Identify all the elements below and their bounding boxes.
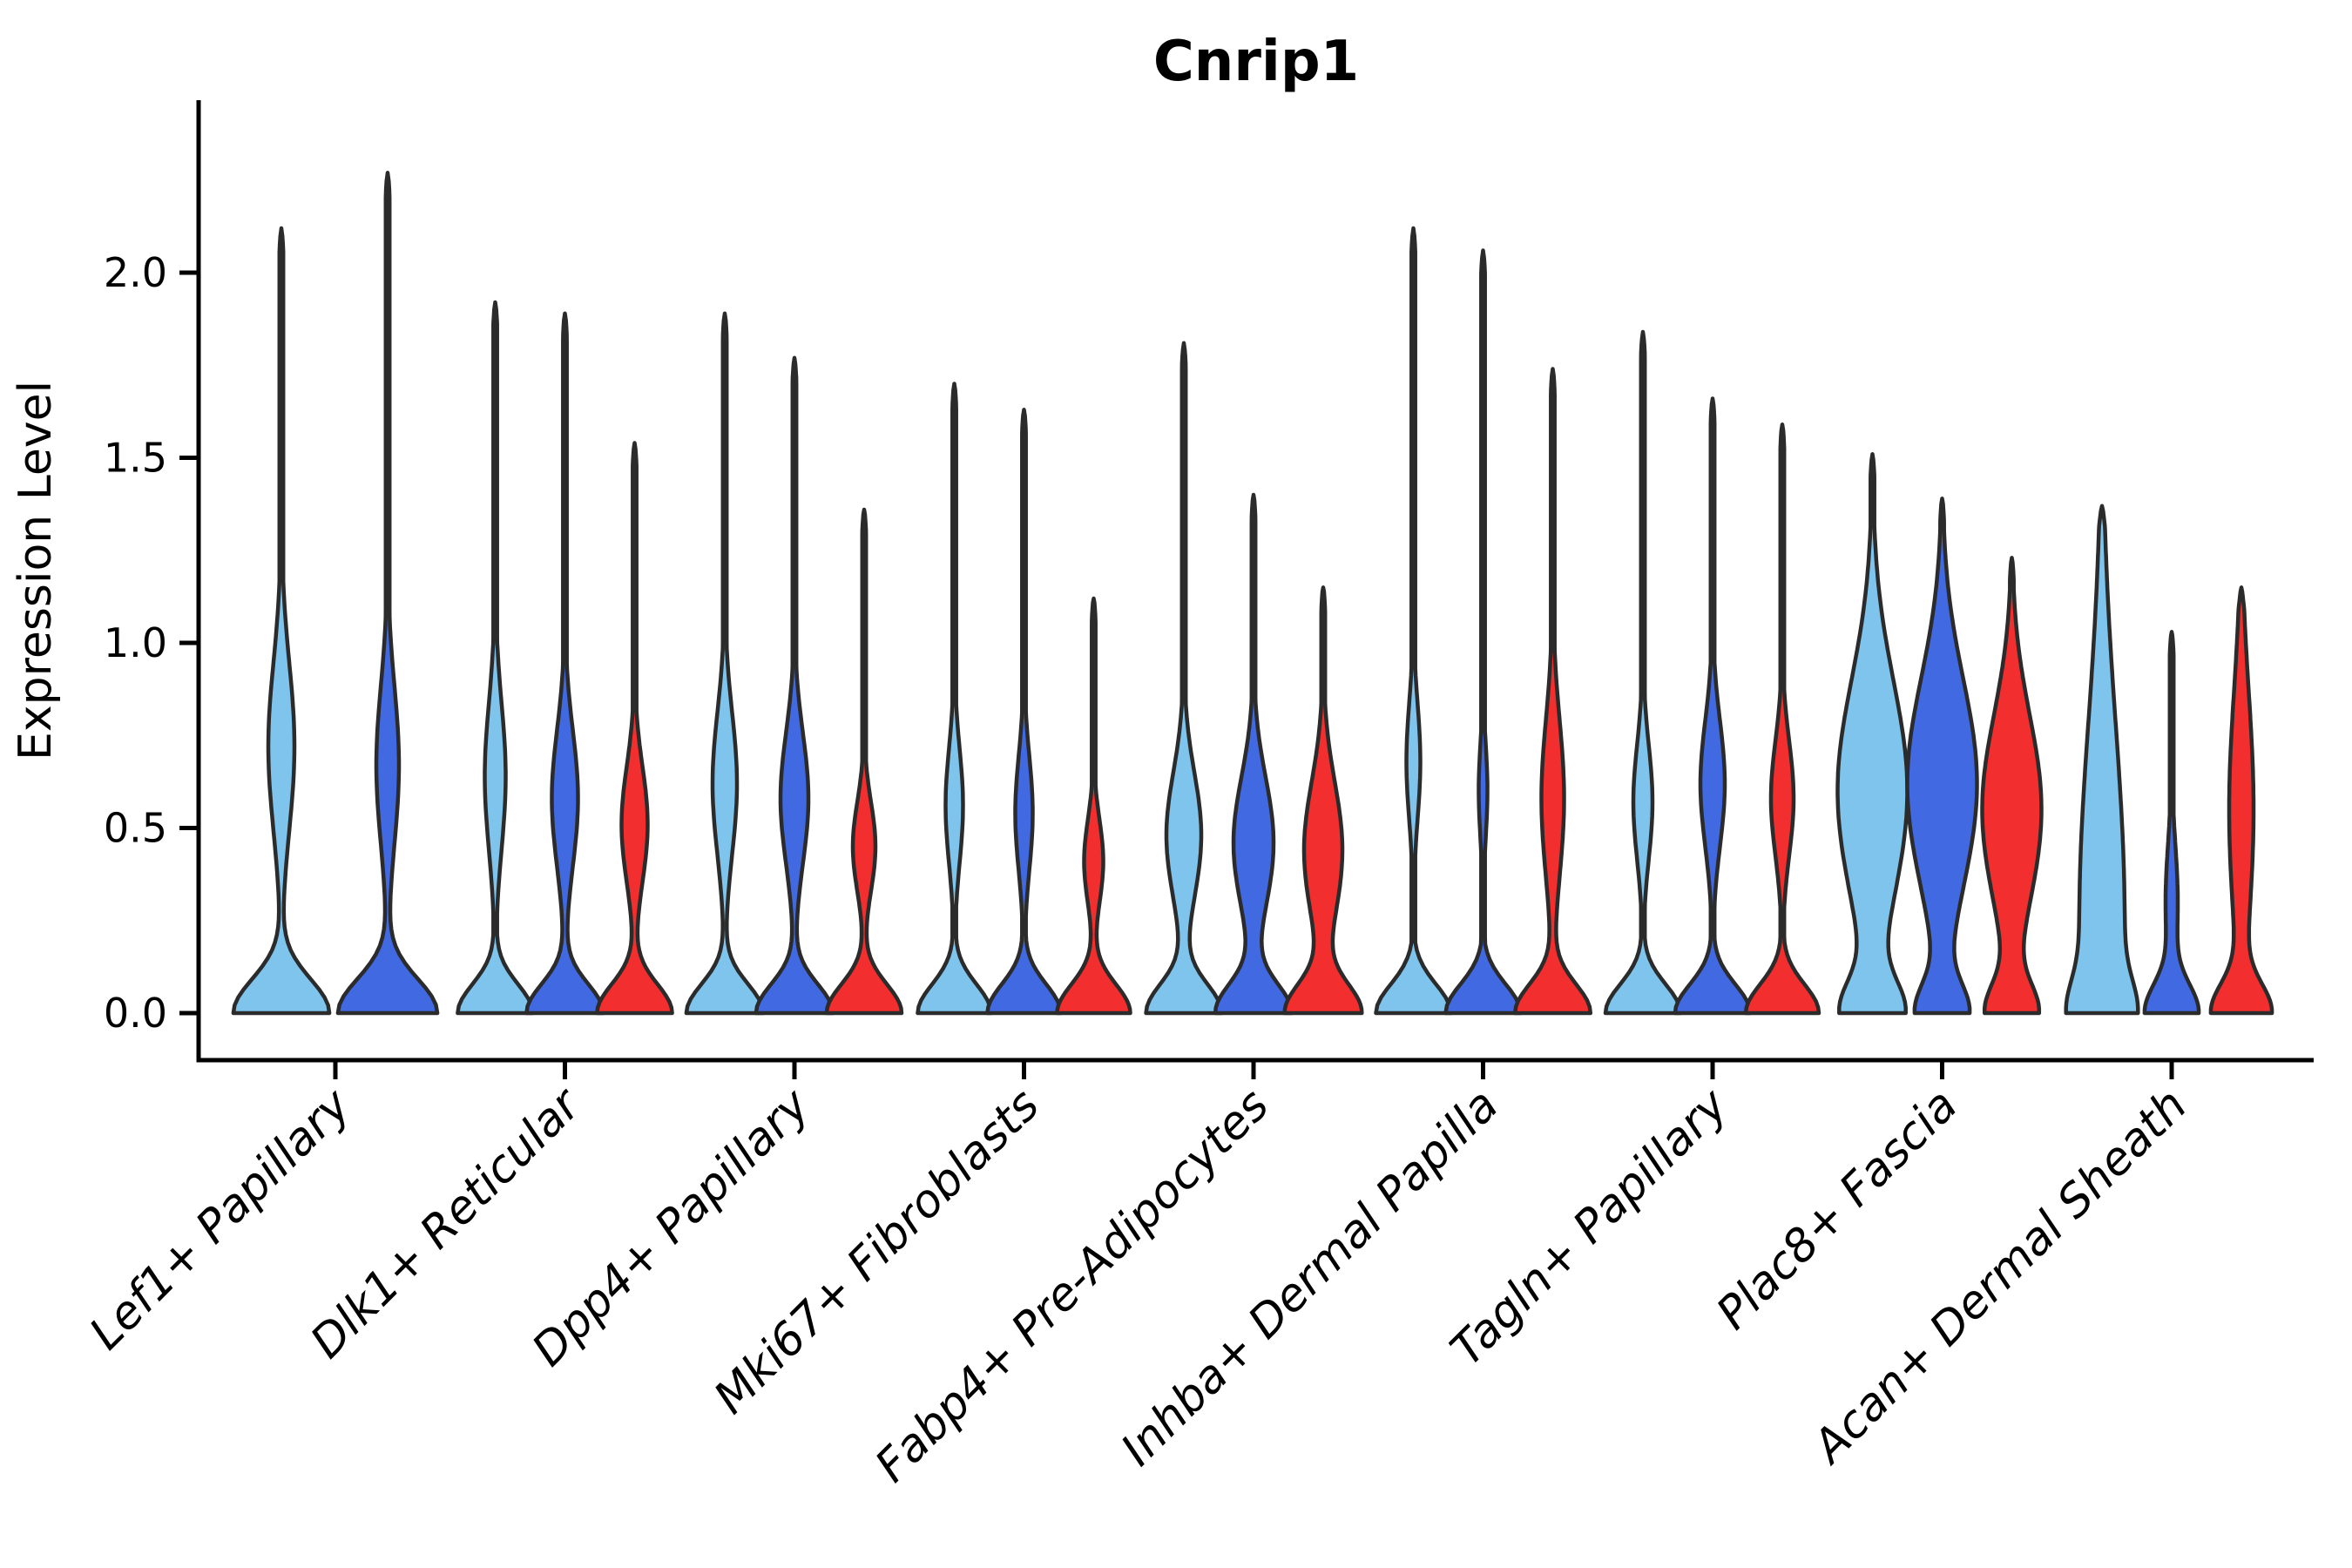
violin-plac8-fascia-royalblue [1905, 497, 1979, 1016]
violin-dlk1-reticular-skyblue [456, 300, 535, 1016]
violin-dpp4-papillary-royalblue [754, 355, 835, 1016]
y-tick-label-1.5: 1.5 [104, 435, 167, 482]
violin-fabp4-pre-adipocytes-red [1282, 585, 1364, 1016]
violin-inhba-dermal-papilla-skyblue [1374, 226, 1453, 1016]
violin-inhba-dermal-papilla-red [1512, 367, 1593, 1016]
violin-acan-dermal-sheath-red [2208, 585, 2274, 1016]
x-tick-label-inhba-dermal-papilla: Inhba+ Dermal Papilla [1112, 1079, 1509, 1477]
violin-mki67-fibroblasts-royalblue [985, 408, 1063, 1016]
violin-fabp4-pre-adipocytes-skyblue [1144, 341, 1224, 1016]
y-axis-label: Expression Level [10, 381, 62, 760]
violin-mki67-fibroblasts-skyblue [916, 382, 993, 1016]
y-tick-label-1.0: 1.0 [104, 619, 167, 666]
violin-dlk1-reticular-red [595, 441, 674, 1016]
violin-dlk1-reticular-royalblue [524, 311, 605, 1016]
violin-lef1-papillary-royalblue [335, 171, 440, 1016]
x-axis-ticks [333, 1060, 2174, 1079]
violin-mki67-fibroblasts-red [1055, 596, 1132, 1016]
y-axis-ticks [179, 270, 199, 1016]
violin-plac8-fascia-skyblue [1835, 452, 1909, 1016]
y-tick-label-0.0: 0.0 [104, 990, 167, 1037]
violin-acan-dermal-sheath-skyblue [2064, 504, 2140, 1016]
violin-lef1-papillary-skyblue [231, 226, 332, 1016]
violin-dpp4-papillary-red [824, 507, 904, 1016]
chart-title: Cnrip1 [1153, 30, 1359, 94]
x-tick-label-plac8-fascia: Plac8+ Fascia [1707, 1079, 1967, 1340]
violin-inhba-dermal-papilla-royalblue [1443, 248, 1523, 1016]
violin-tagln-papillary-red [1743, 422, 1821, 1016]
violin-plac8-fascia-red [1980, 556, 2044, 1016]
x-tick-label-fabp4-pre-adipocytes: Fabp4+ Pre-Adipocytes [866, 1079, 1280, 1493]
violin-fabp4-pre-adipocytes-royalblue [1213, 492, 1294, 1016]
y-tick-label-2.0: 2.0 [104, 249, 167, 296]
violin-tagln-papillary-skyblue [1603, 329, 1683, 1016]
violin-acan-dermal-sheath-royalblue [2142, 630, 2201, 1016]
x-tick-label-acan-dermal-sheath: Acan+ Dermal Sheath [1801, 1079, 2197, 1475]
violin-dpp4-papillary-skyblue [684, 311, 766, 1016]
violin-tagln-papillary-royalblue [1673, 396, 1753, 1016]
violins-layer [231, 171, 2274, 1016]
y-tick-label-0.5: 0.5 [104, 805, 167, 852]
